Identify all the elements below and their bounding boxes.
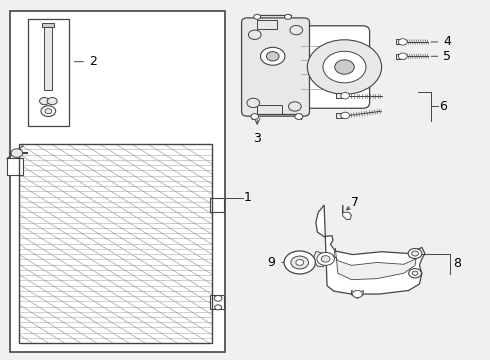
Text: 1: 1 [244, 192, 251, 204]
Circle shape [295, 114, 303, 120]
Text: 7: 7 [351, 196, 360, 209]
Circle shape [307, 40, 382, 94]
Bar [336, 113, 345, 118]
Circle shape [296, 260, 304, 265]
Circle shape [11, 149, 23, 157]
Polygon shape [7, 158, 23, 175]
Circle shape [214, 296, 222, 301]
Circle shape [285, 14, 292, 19]
Circle shape [317, 252, 334, 265]
Bar [210, 295, 223, 309]
Polygon shape [334, 248, 416, 280]
Polygon shape [316, 205, 425, 294]
Bar [27, 19, 69, 126]
Text: 5: 5 [443, 50, 451, 63]
Bar [19, 144, 212, 343]
Text: 6: 6 [439, 100, 447, 113]
Bar [336, 93, 345, 98]
FancyBboxPatch shape [292, 26, 369, 108]
Circle shape [247, 98, 260, 108]
Circle shape [289, 102, 301, 111]
Circle shape [48, 98, 57, 105]
Circle shape [398, 39, 407, 45]
Bar [45, 25, 52, 90]
Circle shape [290, 26, 303, 35]
Circle shape [45, 109, 52, 114]
Circle shape [335, 60, 354, 74]
Circle shape [248, 30, 261, 40]
Text: 2: 2 [90, 55, 98, 68]
Text: 9: 9 [268, 256, 275, 269]
Circle shape [284, 251, 316, 274]
Circle shape [40, 98, 49, 105]
Text: 4: 4 [443, 35, 451, 49]
Circle shape [412, 271, 418, 275]
Polygon shape [343, 205, 351, 220]
Polygon shape [351, 291, 363, 298]
Circle shape [323, 51, 366, 83]
Circle shape [352, 291, 362, 298]
Circle shape [341, 112, 349, 119]
Polygon shape [314, 252, 326, 267]
Circle shape [267, 51, 279, 61]
Text: 8: 8 [453, 257, 461, 270]
Circle shape [321, 256, 330, 262]
Circle shape [398, 53, 407, 59]
Circle shape [408, 248, 422, 258]
Bar [210, 198, 223, 212]
Circle shape [341, 93, 349, 99]
Bar [19, 144, 212, 343]
Circle shape [254, 14, 261, 19]
Text: 3: 3 [253, 132, 261, 145]
Circle shape [412, 251, 418, 256]
Circle shape [251, 114, 259, 120]
Polygon shape [257, 105, 282, 114]
Circle shape [409, 269, 421, 278]
Bar [396, 54, 404, 59]
Circle shape [261, 47, 285, 65]
Polygon shape [257, 21, 277, 29]
Bar [10, 12, 225, 352]
Circle shape [215, 305, 221, 310]
FancyBboxPatch shape [242, 18, 310, 116]
Circle shape [291, 256, 309, 269]
Bar [396, 40, 404, 44]
Bar [43, 23, 54, 27]
Circle shape [41, 106, 56, 117]
